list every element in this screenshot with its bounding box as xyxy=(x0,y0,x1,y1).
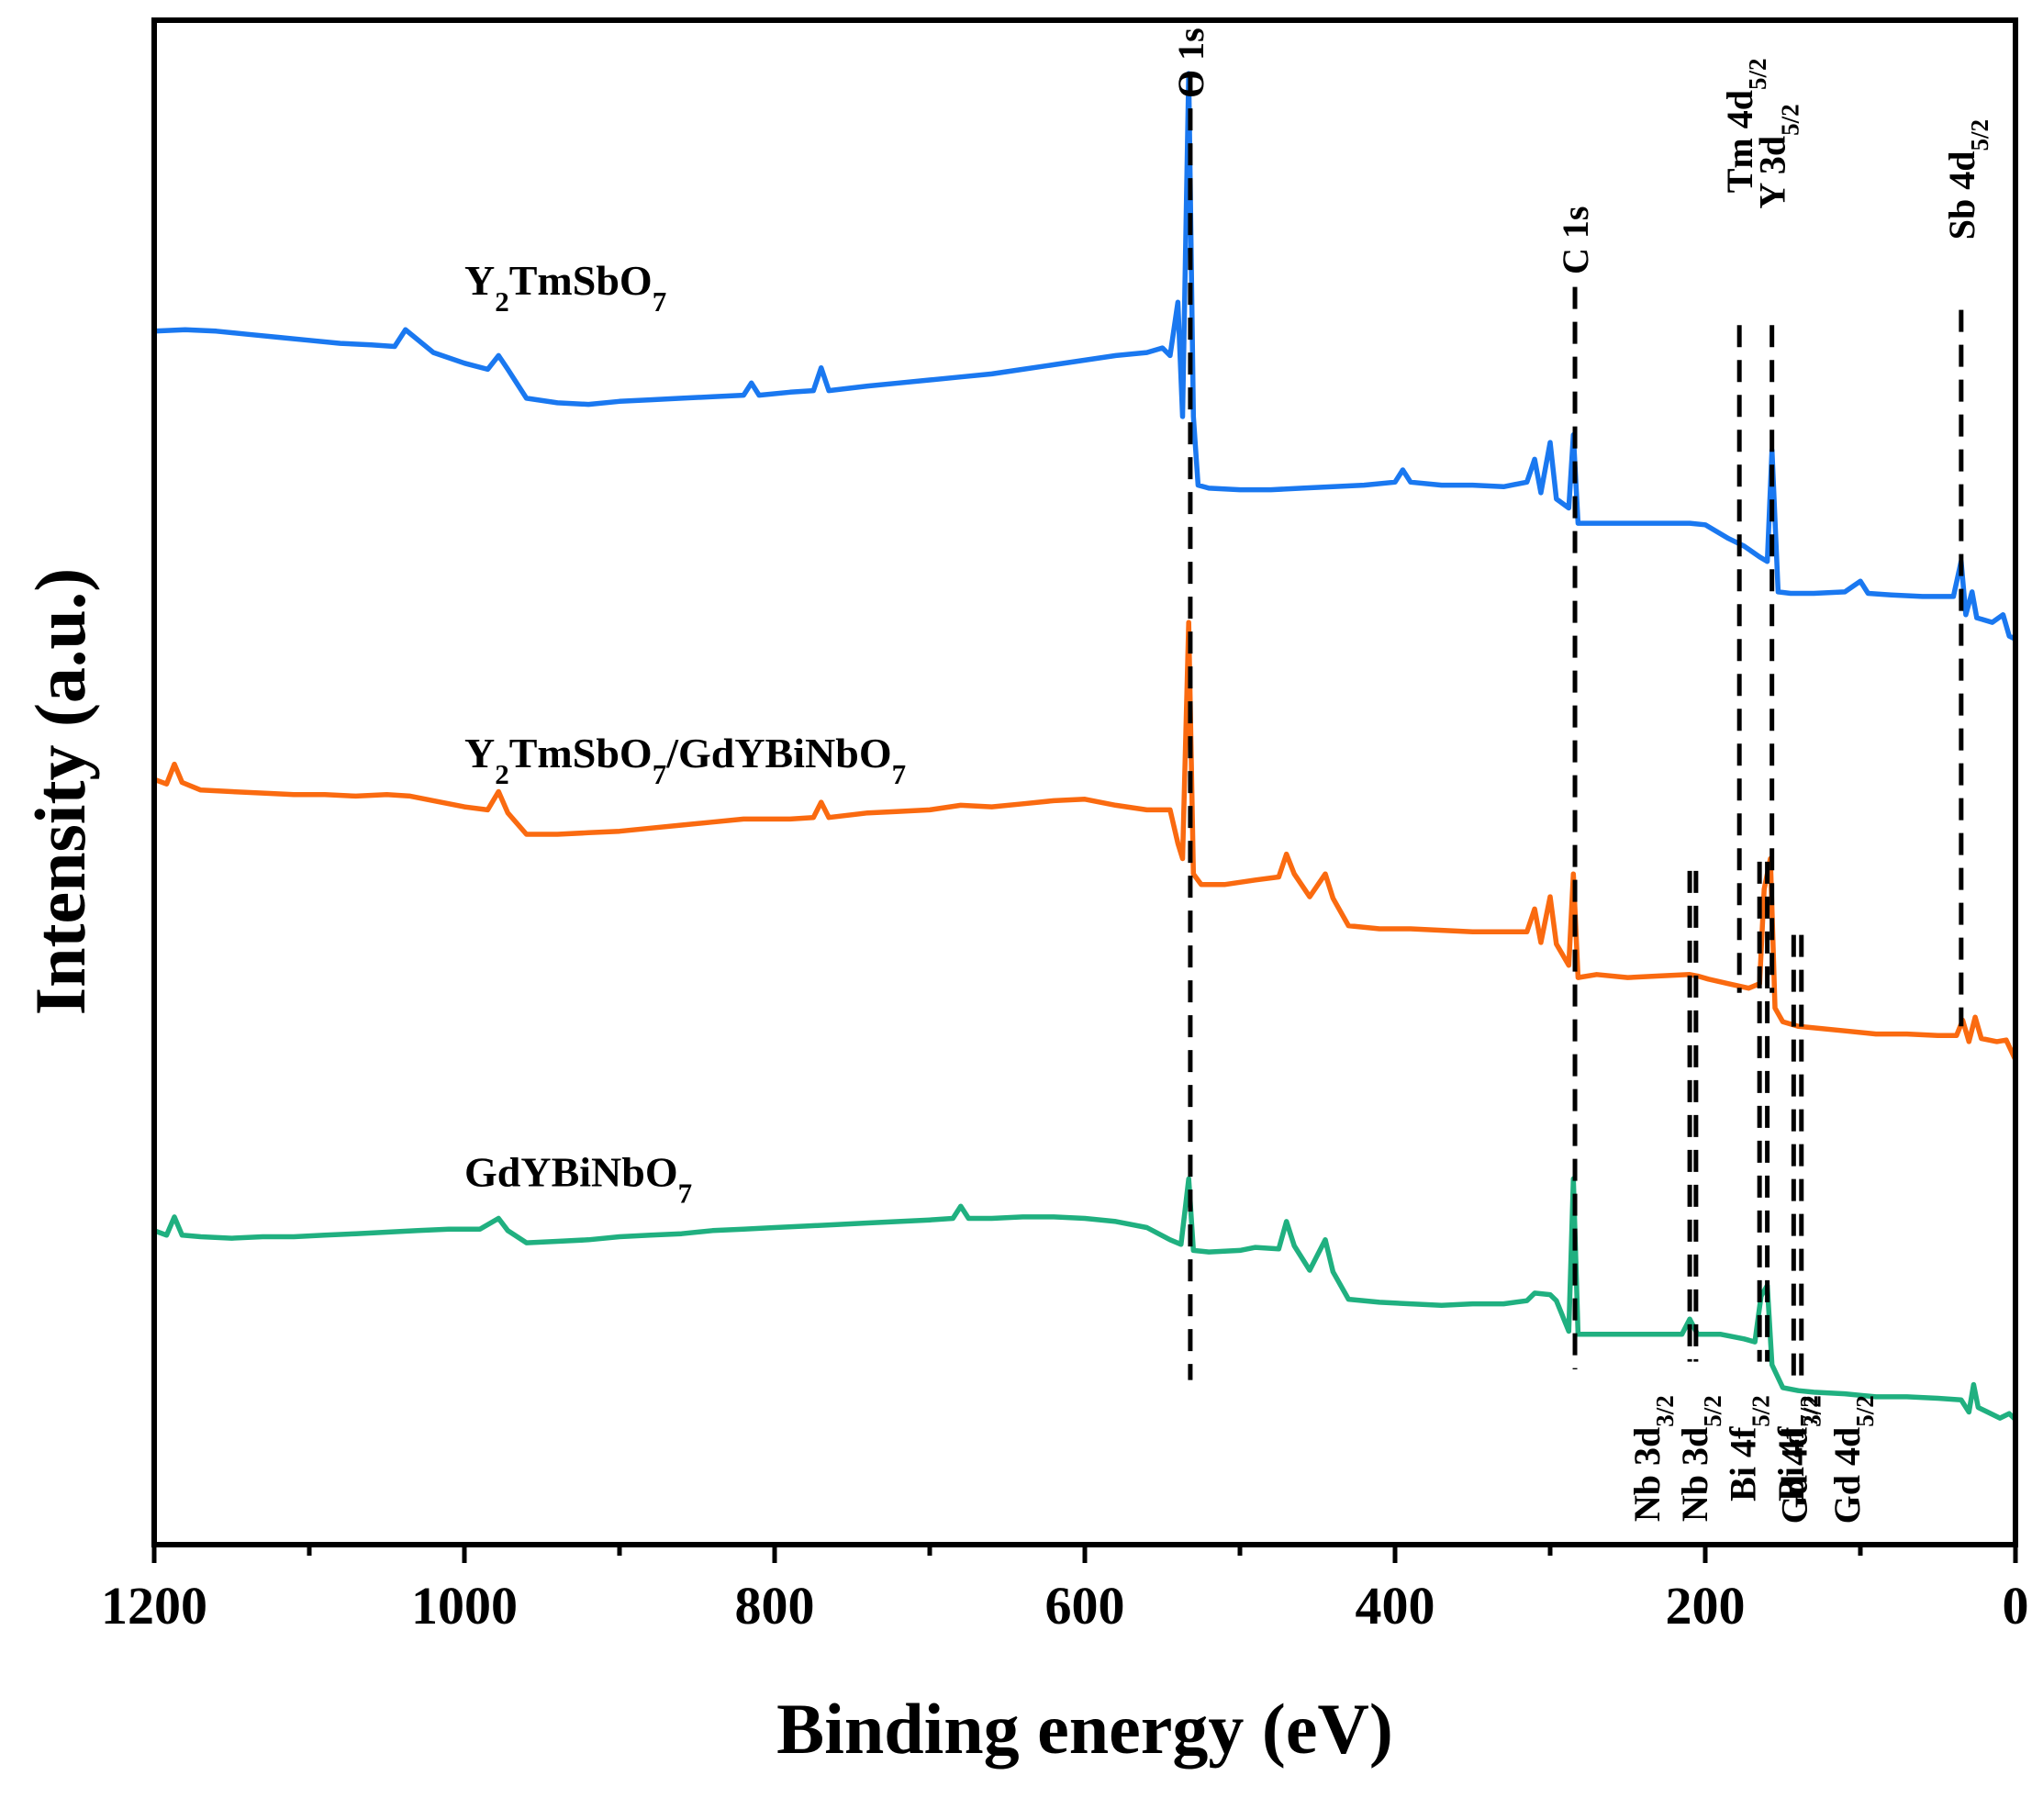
series-label-2: GdYBiNbO7 xyxy=(464,1149,692,1210)
series-label-0: Y2TmSbO7 xyxy=(464,257,666,318)
x-tick-label-400: 400 xyxy=(1356,1576,1435,1636)
peak-label-5: Nb 3d3/2 xyxy=(1626,1395,1679,1522)
peak-label-6: Nb 3d5/2 xyxy=(1674,1395,1726,1522)
series-layer xyxy=(151,71,2018,1423)
x-axis-title: Binding energy (eV) xyxy=(776,1689,1393,1769)
peak-label-10: Gd 4d5/2 xyxy=(1826,1395,1879,1524)
labels-layer: O 1s C 1s Tm 4d5/2Y 3d5/2 Sb 4d5/2 Nb 3d3/2N… xyxy=(464,28,1993,1524)
peak-label-7: Bi 4f5/2 xyxy=(1723,1395,1775,1502)
y-axis-title: Intensity (a.u.) xyxy=(20,568,100,1016)
x-tick-label-0: 0 xyxy=(2003,1576,2029,1636)
x-tick-label-600: 600 xyxy=(1045,1576,1125,1636)
x-tick-label-200: 200 xyxy=(1666,1576,1746,1636)
series-line-0 xyxy=(151,71,2018,642)
peak-label-3: Y 3d5/2 xyxy=(1752,104,1804,208)
x-axis-ticks: 1200 1000 800 600 400 200 0 xyxy=(101,1545,2029,1636)
peak-label-9: Gd 4d3/2 xyxy=(1773,1395,1825,1524)
peak-label-1: C 1s xyxy=(1555,207,1596,274)
peak-label-8: Bi 4f7/2 xyxy=(1770,1395,1823,1502)
series-line-1 xyxy=(151,620,2018,1063)
reference-lines-layer xyxy=(1188,73,1964,1380)
series-line-2 xyxy=(151,1176,2018,1423)
peak-label-0: O 1s xyxy=(1170,28,1211,98)
x-tick-label-800: 800 xyxy=(735,1576,815,1636)
series-label-1: Y2TmSbO7/GdYBiNbO7 xyxy=(464,730,906,790)
x-tick-label-1000: 1000 xyxy=(411,1576,518,1636)
peak-label-2: Tm 4d5/2 xyxy=(1719,59,1771,194)
peak-label-4: Sb 4d5/2 xyxy=(1941,119,1993,240)
plot-frame xyxy=(151,17,2018,1547)
x-tick-label-1200: 1200 xyxy=(101,1576,207,1636)
